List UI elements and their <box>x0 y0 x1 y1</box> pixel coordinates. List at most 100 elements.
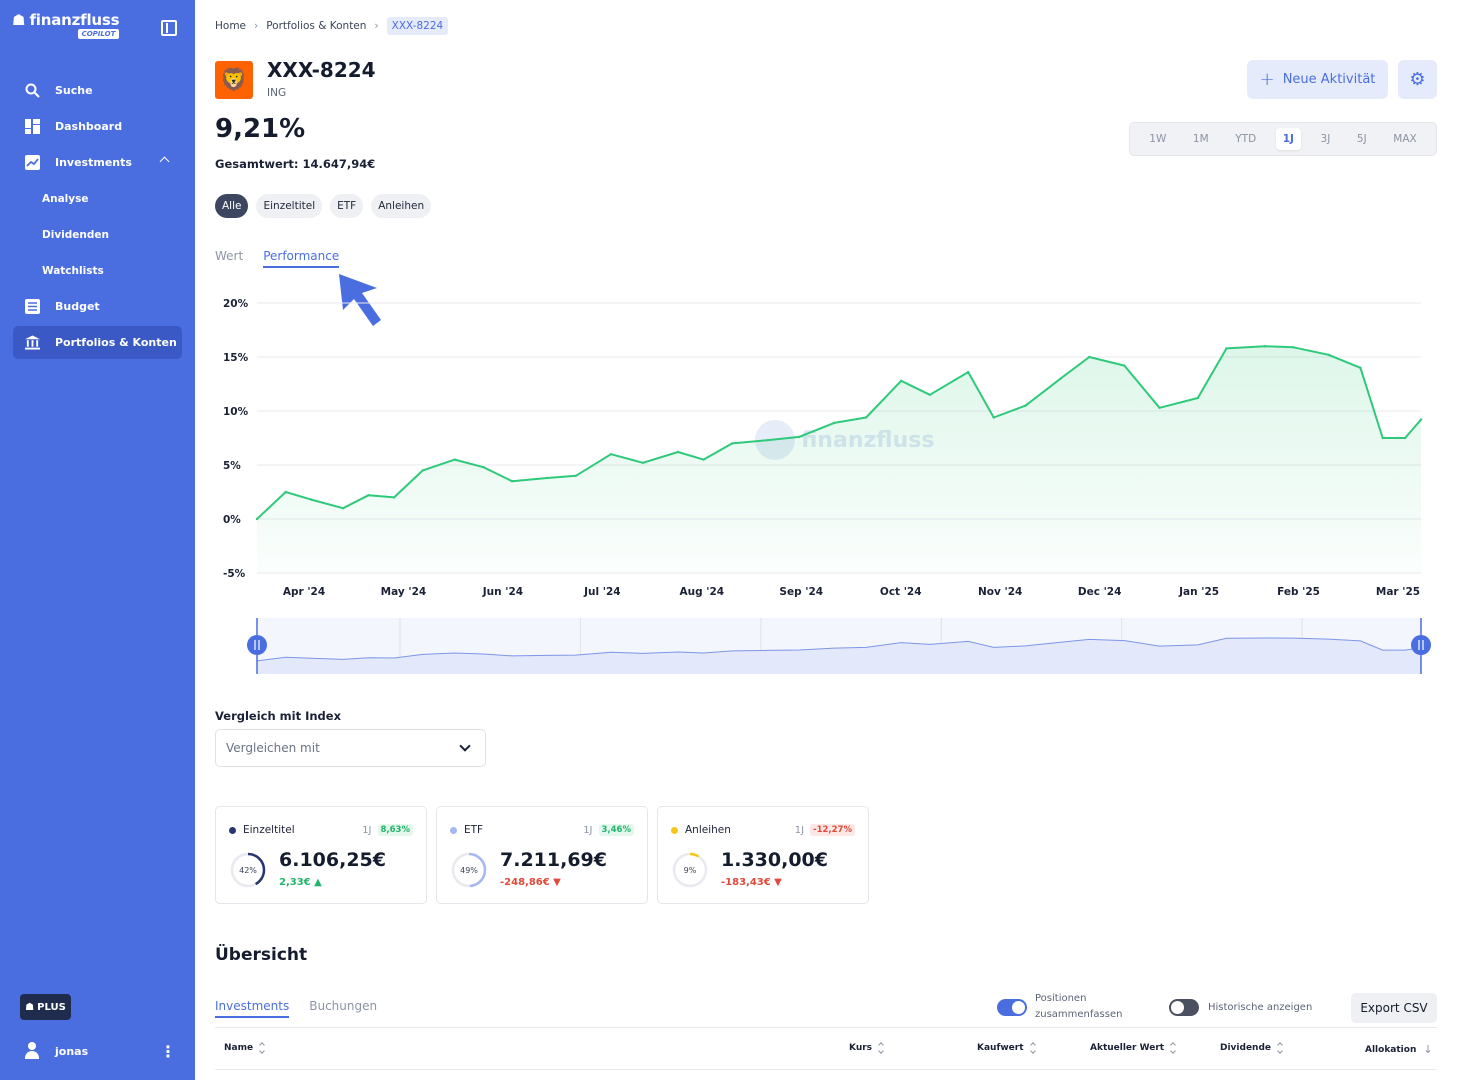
card-period: 1J <box>362 824 372 836</box>
range-ytd[interactable]: YTD <box>1235 133 1257 145</box>
filter-einzeltitel[interactable]: Einzeltitel <box>256 194 323 218</box>
page-title: XXX-8224 <box>267 58 376 82</box>
navigator-right-handle[interactable] <box>1411 635 1431 655</box>
range-3j[interactable]: 3J <box>1320 133 1331 145</box>
y-tick-label: 5% <box>223 460 241 472</box>
column-label: Allokation <box>1365 1044 1417 1055</box>
tab-wert[interactable]: Wert <box>215 249 244 263</box>
compare-placeholder: Vergleichen mit <box>226 741 320 755</box>
card-return-badge: 3,46% <box>598 824 634 836</box>
compare-select[interactable]: Vergleichen mit <box>215 729 486 767</box>
data-point <box>797 435 801 439</box>
filter-anleihen[interactable]: Anleihen <box>371 194 432 218</box>
navigator-left-handle[interactable] <box>247 635 267 655</box>
settings-button[interactable]: ⚙ <box>1398 60 1437 99</box>
filter-etf[interactable]: ETF <box>330 194 364 218</box>
history-label: Historische anzeigen <box>1208 1002 1313 1013</box>
data-point <box>1196 396 1199 400</box>
data-point <box>1158 406 1161 409</box>
asset-card[interactable]: Einzeltitel 1J 8,63% 42% 6.106,25€ 2,33€ ▲ <box>215 806 427 904</box>
tab-performance[interactable]: Performance <box>263 249 340 268</box>
breadcrumb: Home › Portfolios & Konten › XXX-8224 <box>215 17 449 35</box>
sort-icon <box>1277 1042 1283 1054</box>
total-value: Gesamtwert: 14.647,94€ <box>215 157 376 171</box>
tab-investments[interactable]: Investments <box>215 999 290 1018</box>
breadcrumb-parent[interactable]: Portfolios & Konten <box>266 20 367 32</box>
export-csv-button[interactable]: Export CSV <box>1351 993 1437 1023</box>
tab-buchungen[interactable]: Buchungen <box>309 999 378 1013</box>
column-name[interactable]: Name <box>224 1042 265 1054</box>
sidebar-item-watchlists[interactable]: Watchlists <box>42 264 104 277</box>
gear-icon: ⚙ <box>1409 69 1426 90</box>
x-tick-label: Mar '25 <box>1376 586 1420 598</box>
column-allokation[interactable]: Allokation ↓ <box>1365 1043 1433 1056</box>
plus-badge[interactable]: ☗ PLUS <box>20 994 71 1020</box>
data-point <box>609 453 613 456</box>
column-dividende[interactable]: Dividende <box>1220 1042 1283 1054</box>
x-tick-label: Jan '25 <box>1178 586 1219 598</box>
chevron-up-icon[interactable] <box>159 156 170 167</box>
sidebar-item-label: Portfolios & Konten <box>55 336 177 349</box>
card-period: 1J <box>583 824 593 836</box>
sidebar-item-budget[interactable]: Budget <box>13 290 182 323</box>
card-header: ETF 1J 3,46% <box>450 824 634 836</box>
toggle-knob <box>1171 1001 1184 1014</box>
breadcrumb-home[interactable]: Home <box>215 20 247 32</box>
history-toggle[interactable] <box>1169 999 1199 1016</box>
sidebar-item-label: Investments <box>55 156 132 169</box>
data-point <box>766 439 769 442</box>
data-point <box>510 480 514 483</box>
annotation-arrow-icon <box>339 274 381 326</box>
sidebar-collapse-icon[interactable] <box>161 20 177 36</box>
card-change: 2,33€ ▲ <box>279 877 322 888</box>
new-activity-button[interactable]: + Neue Aktivität <box>1247 60 1388 99</box>
user-name: jonas <box>55 1044 89 1058</box>
range-1w[interactable]: 1W <box>1149 133 1167 145</box>
card-value: 1.330,00€ <box>721 849 828 871</box>
more-options-icon[interactable]: ⋮ <box>160 1041 176 1061</box>
column-kurs[interactable]: Kurs <box>849 1042 884 1054</box>
data-point <box>421 469 424 472</box>
merge-positions-toggle[interactable] <box>997 999 1027 1016</box>
data-point <box>864 416 868 419</box>
performance-value: 9,21% <box>215 114 306 144</box>
data-point <box>367 494 370 497</box>
sort-icon <box>878 1042 884 1054</box>
overview-title: Übersicht <box>215 945 308 965</box>
sidebar-item-label: Suche <box>55 84 93 97</box>
asset-filter: Alle Einzeltitel ETF Anleihen <box>215 194 432 218</box>
sidebar-item-dashboard[interactable]: Dashboard <box>13 110 182 143</box>
range-max[interactable]: MAX <box>1393 133 1417 145</box>
x-tick-label: Jun '24 <box>482 586 523 598</box>
brand[interactable]: ☗ finanzfluss COPILOT <box>12 10 120 39</box>
data-point <box>992 416 995 419</box>
bank-logo-icon: 🦁 <box>215 61 253 99</box>
sidebar-item-portfolios[interactable]: Portfolios & Konten <box>13 326 182 359</box>
range-1j[interactable]: 1J <box>1275 128 1301 150</box>
column-label: Kaufwert <box>977 1043 1024 1053</box>
column-kaufwert[interactable]: Kaufwert <box>977 1042 1036 1054</box>
range-1m[interactable]: 1M <box>1192 133 1209 145</box>
data-point <box>453 458 456 461</box>
sidebar-item-investments[interactable]: Investments <box>13 146 182 179</box>
user-menu[interactable]: jonas ⋮ <box>24 1040 176 1062</box>
data-point <box>1327 353 1330 356</box>
sort-icon <box>259 1042 265 1054</box>
column-aktueller-wert[interactable]: Aktueller Wert <box>1090 1042 1176 1054</box>
sidebar-item-analyse[interactable]: Analyse <box>42 192 89 205</box>
x-tick-label: Sep '24 <box>779 586 823 598</box>
range-5j[interactable]: 5J <box>1356 133 1367 145</box>
data-point <box>341 507 345 510</box>
data-point <box>928 393 932 396</box>
sidebar-item-suche[interactable]: Suche <box>13 74 182 107</box>
asset-card[interactable]: ETF 1J 3,46% 49% 7.211,69€ -248,86€ ▼ <box>436 806 648 904</box>
card-header: Einzeltitel 1J 8,63% <box>229 824 413 836</box>
allocation-percent: 9% <box>683 865 697 875</box>
filter-alle[interactable]: Alle <box>215 194 249 218</box>
sidebar-item-dividenden[interactable]: Dividenden <box>42 228 109 241</box>
performance-chart[interactable]: 20% 15% 10% 5% 0% -5% Apr '24 May '24 Jun '24 Jul… <box>195 288 1457 680</box>
asset-card[interactable]: Anleihen 1J -12,27% 9% 1.330,00€ -183,43€ ▼ <box>657 806 869 904</box>
sidebar-item-label: Dashboard <box>55 120 123 133</box>
data-point <box>1381 436 1384 440</box>
new-activity-label: Neue Aktivität <box>1282 72 1376 87</box>
